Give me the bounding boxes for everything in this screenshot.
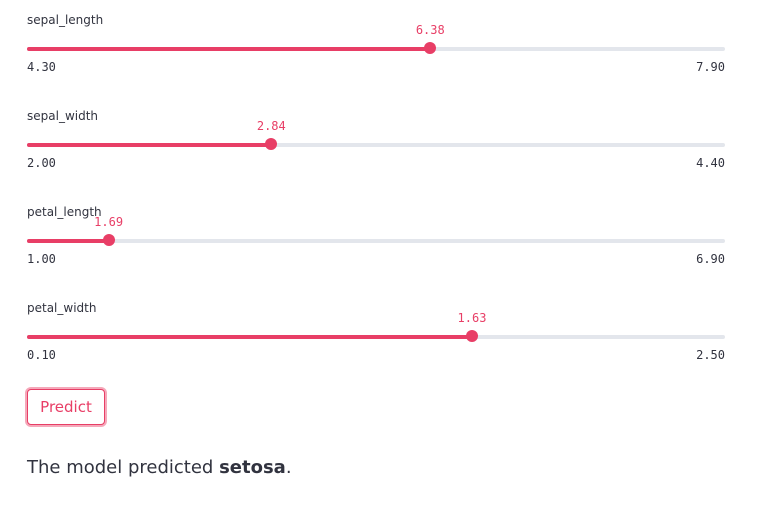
slider-sepal-width[interactable]: sepal_width 2.84 2.00 4.40	[27, 108, 725, 188]
slider-value: 1.69	[94, 215, 124, 229]
slider-label: petal_length	[27, 205, 102, 219]
predicted-class: setosa	[219, 457, 286, 478]
slider-max-label: 7.90	[696, 60, 725, 74]
slider-value: 2.84	[256, 119, 286, 133]
slider-fill	[27, 335, 472, 339]
slider-max-label: 2.50	[696, 348, 725, 362]
predict-button[interactable]: Predict	[27, 389, 105, 425]
slider-track[interactable]	[27, 335, 725, 339]
slider-thumb[interactable]	[465, 330, 478, 342]
slider-track[interactable]	[27, 143, 725, 147]
slider-fill	[27, 239, 109, 243]
slider-label: petal_width	[27, 301, 97, 315]
slider-max-label: 6.90	[696, 252, 725, 266]
slider-petal-width[interactable]: petal_width 1.63 0.10 2.50	[27, 300, 725, 380]
slider-min-label: 1.00	[27, 252, 56, 266]
slider-track[interactable]	[27, 47, 725, 51]
slider-thumb[interactable]	[102, 234, 115, 246]
slider-petal-length[interactable]: petal_length 1.69 1.00 6.90	[27, 204, 725, 284]
slider-fill	[27, 47, 431, 51]
slider-min-label: 0.10	[27, 348, 56, 362]
slider-value: 1.63	[457, 311, 487, 325]
result-suffix: .	[285, 457, 292, 478]
slider-max-label: 4.40	[696, 156, 725, 170]
slider-fill	[27, 143, 272, 147]
slider-sepal-length[interactable]: sepal_length 6.38 4.30 7.90	[27, 12, 725, 92]
slider-label: sepal_length	[27, 13, 104, 27]
slider-min-label: 2.00	[27, 156, 56, 170]
slider-thumb[interactable]	[265, 138, 278, 150]
slider-min-label: 4.30	[27, 60, 56, 74]
slider-thumb[interactable]	[424, 42, 437, 54]
slider-label: sepal_width	[27, 109, 99, 123]
slider-track[interactable]	[27, 239, 725, 243]
prediction-result: The model predicted setosa.	[27, 455, 292, 481]
result-prefix: The model predicted	[27, 457, 220, 478]
slider-value: 6.38	[415, 23, 445, 37]
